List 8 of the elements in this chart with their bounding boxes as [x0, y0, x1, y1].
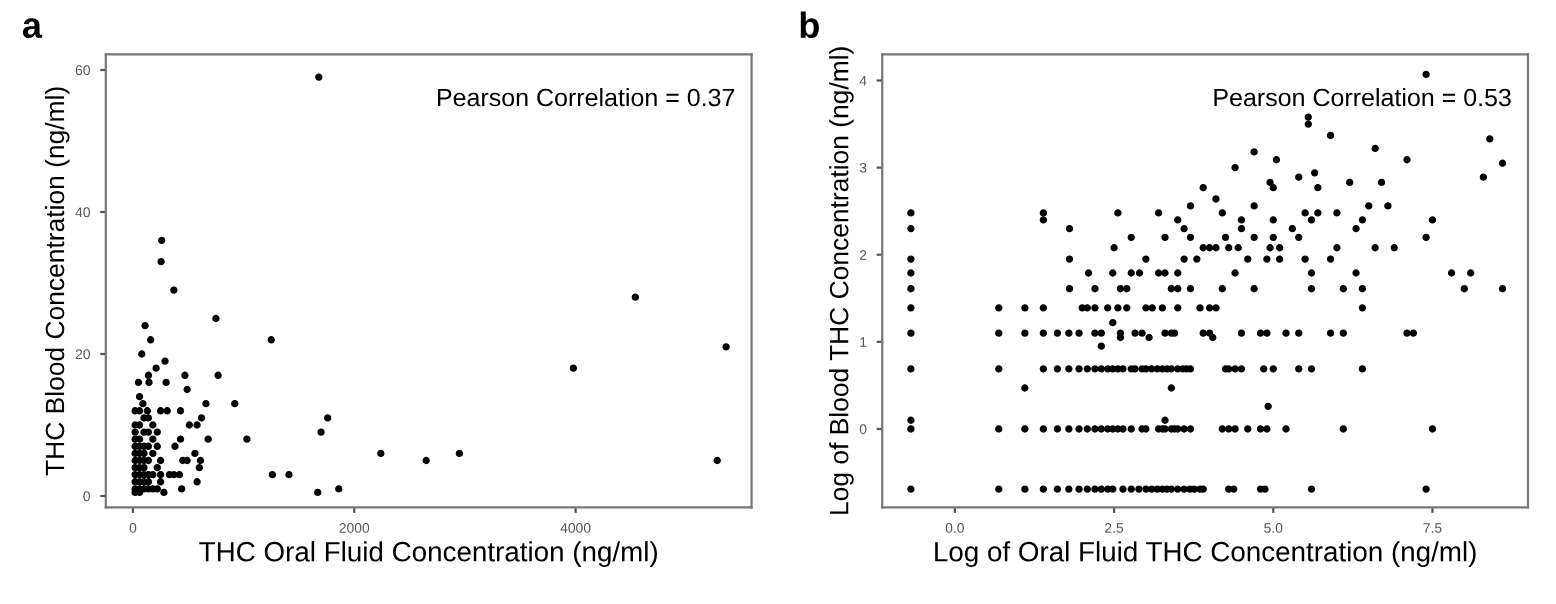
annotation: Pearson Correlation = 0.37	[437, 88, 735, 107]
chart-title: b	[800, 11, 819, 39]
x-axis-title: THC Oral Fluid Concentration (ng/ml)	[199, 541, 657, 568]
annotation: Pearson Correlation = 0.53	[1214, 88, 1511, 107]
y-axis-title: THC Blood Concentration (ng/ml)	[44, 87, 70, 476]
chart-title: a	[22, 18, 43, 39]
x-axis-title: Log of Oral Fluid THC Concentration (ng/ml)	[935, 541, 1476, 568]
y-axis-title: Log of Blood THC Concentration (ng/ml)	[829, 47, 854, 514]
